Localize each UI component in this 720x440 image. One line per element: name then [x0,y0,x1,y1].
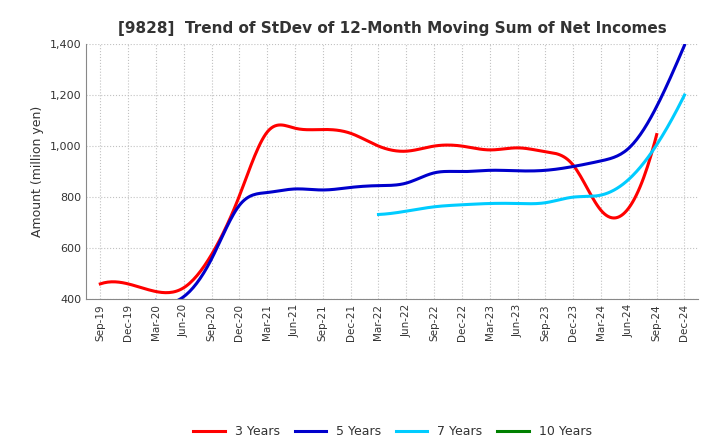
Title: [9828]  Trend of StDev of 12-Month Moving Sum of Net Incomes: [9828] Trend of StDev of 12-Month Moving… [118,21,667,36]
Legend: 3 Years, 5 Years, 7 Years, 10 Years: 3 Years, 5 Years, 7 Years, 10 Years [188,420,597,440]
Y-axis label: Amount (million yen): Amount (million yen) [32,106,45,237]
